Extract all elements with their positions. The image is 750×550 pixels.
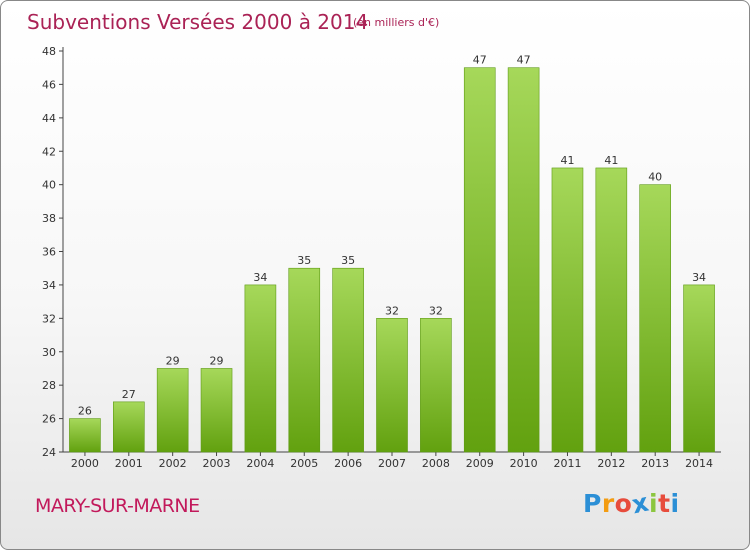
brand-logo: Proxiti [583, 488, 680, 520]
bar-2012 [595, 167, 628, 453]
value-label-2010: 47 [517, 54, 531, 67]
bar-2006 [332, 267, 364, 453]
y-tick-label: 26 [42, 413, 56, 426]
y-tick-label: 44 [42, 112, 56, 125]
bar-2007 [376, 318, 408, 453]
value-label-2002: 29 [166, 354, 180, 367]
value-labels: 26 27 29 29 34 35 35 32 32 47 47 41 41 40 34 [78, 54, 706, 418]
brand-logo-letter: t [658, 489, 671, 518]
value-label-2006: 35 [341, 254, 355, 267]
x-tick-label-2008: 2008 [422, 457, 450, 470]
value-label-2008: 32 [429, 304, 443, 317]
x-axis: 2000 2001 2002 2003 2004 2005 2006 2007 2008 2009… [63, 451, 721, 470]
y-tick-label: 36 [42, 246, 56, 259]
bar-2004 [244, 284, 277, 453]
bar-2003 [200, 368, 233, 453]
x-tick-label-2011: 2011 [553, 457, 581, 470]
x-tick-label-2013: 2013 [641, 457, 669, 470]
y-tick-label: 24 [42, 446, 56, 459]
y-tick-label: 38 [42, 212, 56, 225]
bar-2001 [113, 401, 145, 453]
y-tick-label: 34 [42, 279, 56, 292]
bar-2008 [420, 318, 452, 453]
value-label-2001: 27 [122, 388, 136, 401]
value-label-2012: 41 [604, 154, 618, 167]
value-label-2003: 29 [210, 354, 224, 367]
x-tick-label-2006: 2006 [334, 457, 362, 470]
brand-logo-letter: o [614, 489, 633, 518]
x-tick-label-2009: 2009 [466, 457, 494, 470]
brand-logo-letter: P [583, 489, 602, 518]
x-tick-label-2007: 2007 [378, 457, 406, 470]
brand-logo-letter: i [649, 489, 659, 518]
bar-2011 [551, 167, 584, 453]
bars [69, 67, 715, 453]
brand-logo-letter: r [601, 489, 615, 518]
value-label-2014: 34 [692, 271, 706, 284]
bar-2010 [507, 67, 540, 453]
x-tick-label-2012: 2012 [597, 457, 625, 470]
y-tick-label: 48 [42, 45, 56, 58]
x-tick-label-2004: 2004 [246, 457, 274, 470]
y-tick-label: 30 [42, 346, 56, 359]
y-axis: 24 26 28 30 32 34 36 38 40 42 44 46 48 [42, 45, 64, 459]
bar-2013 [639, 184, 672, 453]
value-label-2011: 41 [560, 154, 574, 167]
x-tick-label-2010: 2010 [510, 457, 538, 470]
x-tick-label-2005: 2005 [290, 457, 318, 470]
x-tick-label-2003: 2003 [203, 457, 231, 470]
value-label-2013: 40 [648, 171, 662, 184]
x-tick-label-2002: 2002 [159, 457, 187, 470]
y-tick-label: 32 [42, 312, 56, 325]
x-tick-label-2014: 2014 [685, 457, 713, 470]
value-label-2007: 32 [385, 304, 399, 317]
place-name: MARY-SUR-MARNE [35, 495, 200, 517]
value-label-2009: 47 [473, 54, 487, 67]
value-label-2000: 26 [78, 405, 92, 418]
y-tick-label: 28 [42, 379, 56, 392]
bar-2014 [683, 284, 715, 453]
chart-title: Subventions Versées 2000 à 2014 [27, 10, 368, 34]
bar-2000 [69, 418, 101, 453]
brand-logo-letter: i [670, 489, 680, 518]
value-label-2005: 35 [297, 254, 311, 267]
chart-subtitle: (en milliers d'€) [353, 16, 439, 29]
bar-2005 [288, 267, 321, 453]
value-label-2004: 34 [253, 271, 267, 284]
x-tick-label-2000: 2000 [71, 457, 99, 470]
y-tick-label: 46 [42, 78, 56, 91]
y-tick-label: 40 [42, 179, 56, 192]
bar-2002 [156, 368, 189, 453]
bar-2009 [463, 67, 496, 453]
y-tick-label: 42 [42, 145, 56, 158]
x-tick-label-2001: 2001 [115, 457, 143, 470]
